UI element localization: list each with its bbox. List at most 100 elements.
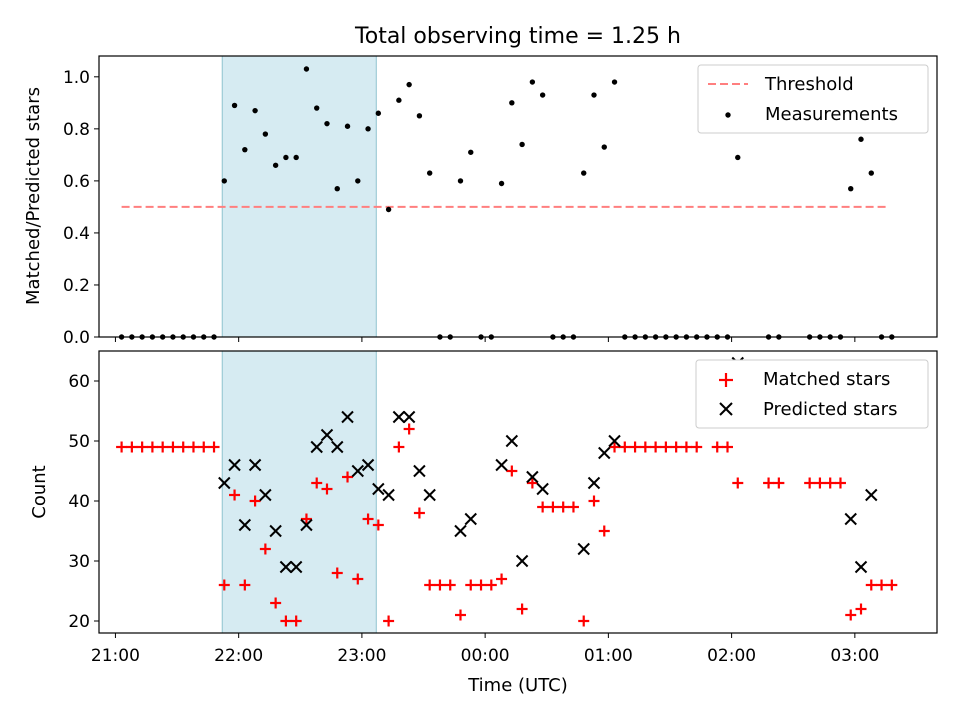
matched-stars-point bbox=[218, 579, 230, 591]
matched-stars-point bbox=[136, 441, 148, 453]
matched-stars-point bbox=[300, 513, 312, 525]
matched-stars-point bbox=[506, 465, 518, 477]
measurement-point bbox=[242, 146, 248, 153]
bottom-panel-xtick-label: 00:00 bbox=[461, 646, 510, 666]
bottom-panel-frame bbox=[98, 350, 938, 634]
predicted-stars-point bbox=[320, 428, 334, 442]
top-panel-frame bbox=[98, 55, 938, 338]
predicted-stars-point-stroke-b bbox=[392, 410, 406, 424]
predicted-stars-point-stroke-b bbox=[854, 560, 868, 574]
top-panel-x-ticks bbox=[114, 337, 856, 342]
matched-stars-point bbox=[362, 513, 374, 525]
predicted-stars-point-stroke-b bbox=[289, 560, 303, 574]
matched-stars-point bbox=[722, 441, 733, 453]
top-panel-ytick-label: 0.8 bbox=[63, 120, 90, 140]
bottom-panel-counts: 20 30 40 50 60 21:00 22:00 23:00 00:00 01:00 02:0… bbox=[29, 350, 938, 696]
bottom-panel-shaded-interval bbox=[221, 350, 377, 634]
bottom-panel-legend: Matched stars Predicted stars bbox=[695, 359, 929, 429]
top-panel-legend-box bbox=[697, 64, 929, 134]
bottom-panel-y-label: Count bbox=[29, 465, 50, 518]
predicted-stars-point-stroke-b bbox=[402, 410, 416, 424]
bottom-panel-ytick-label: 20 bbox=[68, 612, 90, 632]
predicted-stars-point bbox=[218, 476, 231, 490]
predicted-stars-point bbox=[331, 440, 344, 454]
matched-stars-point bbox=[886, 579, 898, 591]
measurements-legend-swatch bbox=[725, 112, 731, 118]
matched-stars-point bbox=[804, 477, 816, 489]
predicted-stars-point bbox=[289, 560, 303, 574]
measurement-point bbox=[468, 149, 474, 155]
matched-stars-point bbox=[526, 477, 538, 489]
predicted-stars-point-stroke-b bbox=[218, 476, 231, 490]
measurement-point bbox=[293, 154, 299, 161]
matched-stars-point bbox=[270, 597, 282, 609]
matched-stars-point bbox=[444, 579, 456, 591]
predicted-stars-point-stroke-b bbox=[279, 560, 293, 574]
predicted-stars-series bbox=[218, 356, 878, 574]
matched-stars-point bbox=[598, 525, 610, 537]
matched-stars-point bbox=[629, 441, 641, 453]
matched-stars-point bbox=[516, 603, 528, 615]
measurement-point bbox=[396, 97, 402, 103]
predicted-stars-point-stroke-b bbox=[238, 518, 252, 532]
predicted-stars-point bbox=[865, 488, 878, 502]
bottom-panel-ytick-label: 60 bbox=[68, 372, 90, 392]
predicted-stars-point bbox=[454, 524, 467, 538]
predicted-stars-point bbox=[300, 518, 313, 532]
measurement-point bbox=[334, 185, 340, 192]
predicted-stars-point-stroke-b bbox=[310, 440, 323, 454]
matched-stars-point bbox=[660, 441, 672, 453]
matched-stars-point bbox=[239, 579, 251, 591]
predicted-stars-point-stroke-b bbox=[526, 470, 539, 484]
measurements-legend-label: Measurements bbox=[765, 104, 898, 125]
predicted-stars-point bbox=[536, 482, 549, 496]
predicted-stars-point-stroke-b bbox=[382, 488, 395, 502]
matched-stars-point bbox=[383, 615, 395, 627]
matched-stars-point bbox=[126, 441, 138, 453]
measurement-point bbox=[314, 105, 320, 111]
matched-stars-point bbox=[763, 477, 775, 489]
predicted-stars-point bbox=[382, 488, 395, 502]
predicted-stars-point-stroke-b bbox=[454, 524, 467, 538]
matched-stars-legend-label: Matched stars bbox=[763, 369, 890, 390]
predicted-stars-point-stroke-b bbox=[320, 428, 334, 442]
matched-stars-point bbox=[403, 423, 415, 435]
bottom-panel-ytick-label: 40 bbox=[68, 492, 90, 512]
top-panel-y-axis: 0.0 0.2 0.4 0.6 0.8 1.0 bbox=[63, 68, 99, 348]
measurement-point bbox=[272, 162, 279, 168]
matched-stars-point bbox=[198, 441, 210, 453]
matched-stars-point bbox=[609, 441, 621, 453]
predicted-stars-point-stroke-b bbox=[423, 488, 436, 502]
predicted-stars-point-stroke-b bbox=[331, 440, 344, 454]
measurement-point bbox=[539, 92, 546, 98]
bottom-panel-xtick-label: 03:00 bbox=[830, 646, 879, 666]
matched-stars-point bbox=[845, 609, 857, 621]
measurement-point bbox=[355, 178, 361, 184]
measurement-point bbox=[611, 79, 618, 85]
bottom-panel-xtick-label: 22:00 bbox=[214, 646, 263, 666]
bottom-panel-y-axis: 20 30 40 50 60 bbox=[68, 372, 99, 632]
matched-stars-point bbox=[680, 441, 692, 453]
matched-stars-point bbox=[372, 519, 384, 531]
measurement-point bbox=[529, 79, 536, 85]
predicted-stars-point bbox=[372, 482, 385, 496]
top-panel-ytick-label: 0.0 bbox=[63, 328, 90, 348]
measurement-point bbox=[221, 178, 227, 184]
matched-stars-point bbox=[167, 441, 179, 453]
matched-stars-point bbox=[619, 441, 631, 453]
predicted-stars-point bbox=[341, 410, 354, 424]
measurement-point bbox=[344, 123, 351, 129]
measurement-point bbox=[416, 113, 423, 119]
measurement-point bbox=[735, 154, 741, 161]
predicted-stars-point bbox=[577, 542, 590, 556]
predicted-stars-point bbox=[259, 488, 272, 502]
measurement-point bbox=[303, 66, 310, 72]
measurement-point bbox=[498, 180, 505, 187]
matched-stars-point bbox=[393, 441, 405, 453]
top-panel-legend: Threshold Measurements bbox=[697, 64, 929, 134]
predicted-stars-point-stroke-b bbox=[587, 476, 601, 490]
matched-stars-point bbox=[342, 471, 354, 483]
predicted-stars-point bbox=[495, 458, 508, 472]
matched-stars-point bbox=[424, 579, 436, 591]
matched-stars-point bbox=[290, 615, 302, 627]
